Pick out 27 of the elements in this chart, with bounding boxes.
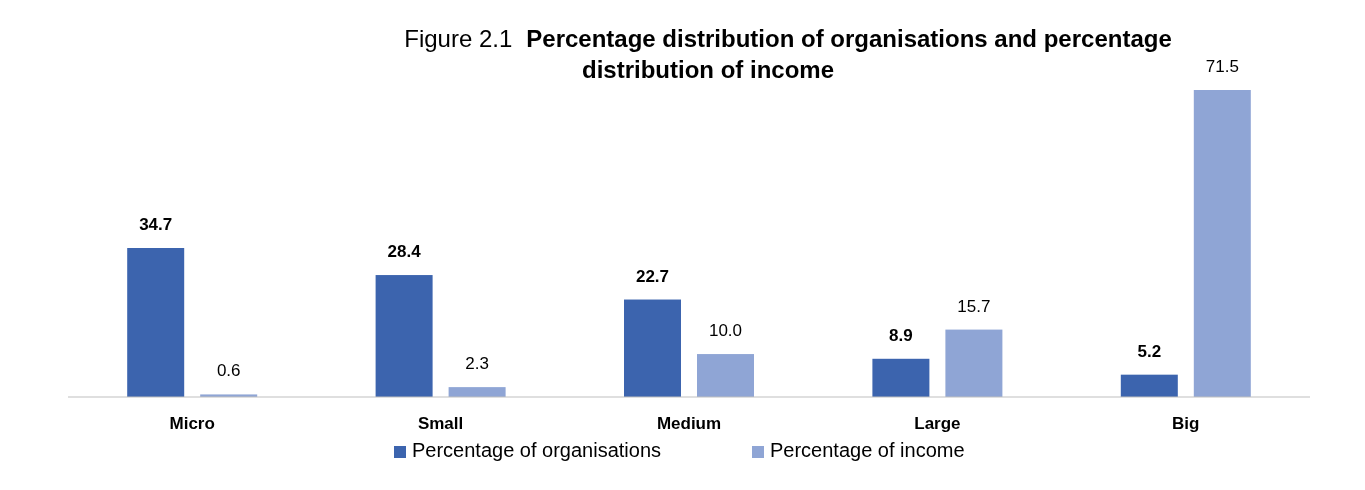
bar: [448, 387, 506, 397]
x-tick-label: Large: [914, 414, 961, 433]
data-label: 0.6: [216, 361, 241, 381]
x-tick-label: Big: [1172, 414, 1200, 433]
data-label: 15.7: [957, 296, 991, 316]
x-tick-label: Small: [417, 414, 464, 433]
data-label: 2.3: [465, 354, 489, 374]
x-tick-label: Medium: [656, 414, 722, 433]
bar: [697, 354, 754, 397]
data-label: 34.7: [139, 215, 173, 235]
data-label: 8.9: [889, 325, 913, 345]
x-tick-label: Micro: [169, 414, 215, 433]
chart-title: Figure 2.1 Percentage distribution of organisations and percentage distribution of income: [404, 25, 1172, 83]
bar: [872, 358, 930, 397]
legend-label: Percentage of income: [770, 439, 965, 461]
data-label: 28.4: [387, 242, 422, 262]
bar: [624, 299, 681, 397]
bar: [127, 248, 185, 397]
data-label: 5.2: [1137, 341, 1162, 361]
data-label: 10.0: [708, 321, 743, 341]
data-label: 71.5: [1205, 57, 1239, 76]
legend-label: Percentage of organisations: [412, 439, 662, 461]
bar: [945, 329, 1003, 397]
bar: [375, 275, 433, 397]
data-label: 22.7: [635, 266, 670, 286]
bar: [1120, 374, 1178, 397]
bar: [1193, 90, 1251, 397]
